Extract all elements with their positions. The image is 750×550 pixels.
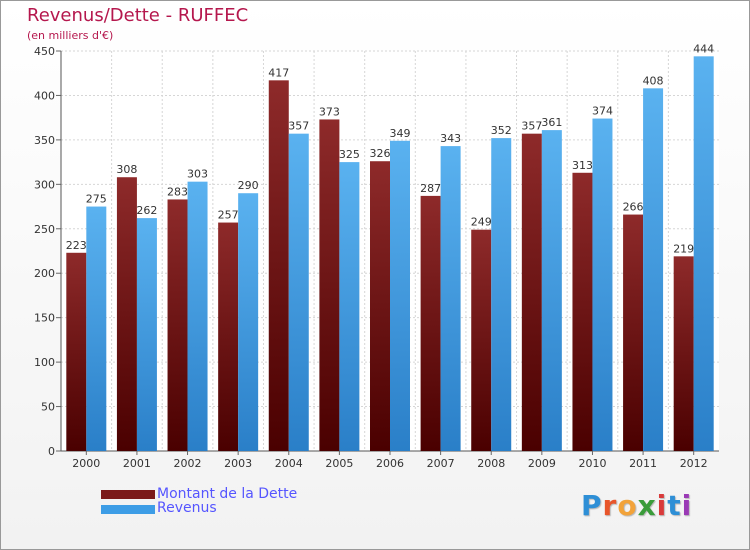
bar-dette: [268, 80, 289, 451]
x-tick-label: 2006: [376, 457, 404, 470]
data-label-revenus: 352: [491, 124, 512, 137]
bar-dette: [66, 252, 87, 451]
x-tick-label: 2001: [123, 457, 151, 470]
x-tick-label: 2007: [427, 457, 455, 470]
x-tick-label: 2011: [629, 457, 657, 470]
data-label-revenus: 325: [339, 148, 360, 161]
y-tick-label: 150: [34, 312, 55, 325]
x-tick-label: 2012: [680, 457, 708, 470]
data-label-dette: 373: [319, 105, 340, 118]
x-tick-label: 2010: [578, 457, 606, 470]
data-label-revenus: 444: [693, 42, 714, 55]
proxiti-logo: Proxiti: [581, 489, 692, 522]
logo-letter: t: [667, 489, 682, 522]
legend-label-revenus: Revenus: [157, 500, 217, 516]
bar-revenus: [238, 193, 259, 451]
data-label-dette: 219: [673, 242, 694, 255]
bar-revenus: [136, 218, 157, 451]
data-label-dette: 357: [521, 120, 542, 133]
data-label-revenus: 343: [440, 132, 461, 145]
bar-revenus: [339, 162, 360, 451]
y-tick-label: 0: [48, 445, 55, 458]
data-label-dette: 257: [218, 209, 239, 222]
bar-revenus: [390, 140, 410, 451]
x-tick-label: 2009: [528, 457, 556, 470]
data-label-revenus: 408: [643, 74, 664, 87]
x-tick-label: 2008: [477, 457, 505, 470]
bar-revenus: [592, 118, 613, 452]
data-label-revenus: 357: [288, 120, 309, 133]
data-label-dette: 417: [268, 66, 289, 79]
bar-revenus: [643, 88, 664, 451]
chart-title: Revenus/Dette - RUFFEC: [27, 5, 249, 26]
y-tick-label: 300: [34, 178, 55, 191]
data-label-dette: 283: [167, 185, 188, 198]
data-label-revenus: 275: [86, 193, 107, 206]
data-label-revenus: 303: [187, 168, 208, 181]
data-label-dette: 308: [116, 163, 137, 176]
y-tick-label: 200: [34, 267, 55, 280]
data-label-dette: 326: [370, 147, 391, 160]
x-tick-label: 2005: [325, 457, 353, 470]
bar-revenus: [541, 130, 562, 451]
y-tick-label: 450: [34, 45, 55, 58]
bar-dette: [420, 195, 441, 451]
data-label-dette: 249: [471, 216, 492, 229]
y-tick-label: 50: [41, 401, 55, 414]
data-label-dette: 313: [572, 159, 593, 172]
bar-revenus: [288, 133, 309, 451]
logo-letter: i: [681, 489, 693, 522]
bar-dette: [116, 177, 137, 451]
data-label-revenus: 262: [136, 204, 157, 217]
legend-label-dette: Montant de la Dette: [157, 486, 298, 502]
data-label-dette: 266: [623, 201, 644, 214]
logo-letter: i: [656, 489, 668, 522]
x-tick-label: 2002: [174, 457, 202, 470]
bar-dette: [167, 199, 188, 451]
bar-dette: [521, 133, 542, 451]
x-tick-label: 2004: [275, 457, 303, 470]
logo-letter: r: [602, 489, 618, 522]
bar-dette: [572, 172, 593, 451]
y-tick-label: 350: [34, 134, 55, 147]
x-tick-label: 2000: [72, 457, 100, 470]
bar-revenus: [440, 146, 461, 451]
bar-dette: [623, 214, 644, 451]
legend-swatch-dette: [101, 490, 155, 499]
bar-revenus: [86, 206, 107, 451]
bar-dette: [370, 161, 390, 451]
logo-letter: P: [581, 489, 603, 522]
y-tick-label: 400: [34, 89, 55, 102]
chart-subtitle: (en milliers d'€): [27, 29, 114, 42]
data-label-dette: 287: [420, 182, 441, 195]
bar-dette: [673, 256, 694, 451]
y-tick-label: 100: [34, 356, 55, 369]
logo-letter: x: [637, 489, 657, 522]
bar-dette: [218, 222, 239, 451]
legend-swatch-revenus: [101, 505, 155, 514]
bar-dette: [471, 229, 492, 451]
data-label-revenus: 361: [541, 116, 562, 129]
bar-revenus: [187, 181, 208, 451]
data-label-dette: 223: [66, 239, 87, 252]
logo-letter: o: [617, 489, 638, 522]
data-label-revenus: 290: [238, 179, 259, 192]
x-tick-label: 2003: [224, 457, 252, 470]
y-tick-label: 250: [34, 223, 55, 236]
bar-revenus: [693, 56, 714, 451]
data-label-revenus: 349: [390, 127, 411, 140]
bar-dette: [319, 119, 340, 451]
data-label-revenus: 374: [592, 105, 613, 118]
bar-revenus: [491, 138, 512, 451]
